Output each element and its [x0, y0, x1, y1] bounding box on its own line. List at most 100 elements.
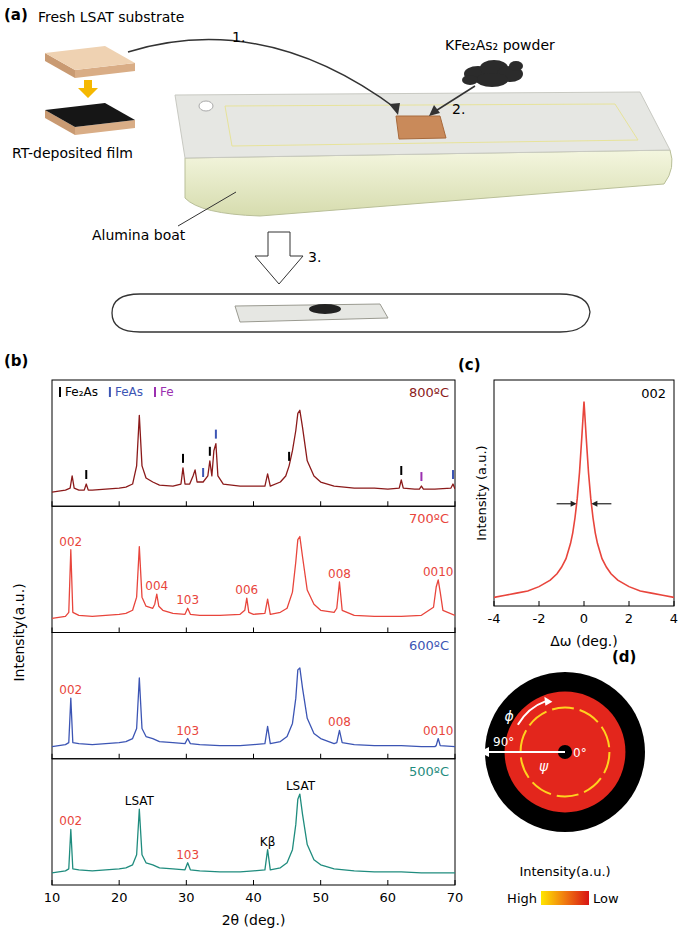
boat-top	[175, 92, 670, 158]
phase-marker	[202, 468, 204, 477]
peak-label: 0010	[423, 565, 454, 579]
tick-label: 20	[111, 890, 128, 905]
tick	[455, 754, 456, 759]
rocking-curve: -4 -2 0 2 4 Δω (deg.) Intensity (a.u.) 002	[474, 380, 678, 649]
peak-label: 008	[328, 715, 351, 729]
phase-marker	[400, 466, 402, 475]
tick	[253, 501, 254, 506]
plot-area	[52, 794, 455, 873]
film-top	[45, 103, 135, 127]
plot-area	[52, 537, 455, 619]
peak-label: 103	[176, 724, 199, 738]
tick	[629, 601, 630, 606]
peak-label: LSAT	[286, 779, 316, 793]
panel-title: 002	[641, 386, 666, 401]
rocking-line	[494, 402, 674, 598]
tick	[320, 501, 321, 506]
xrd-line	[52, 794, 455, 873]
peak-label: 103	[176, 593, 199, 607]
tick	[52, 501, 53, 506]
tick-label: 10	[44, 890, 61, 905]
boat-hole	[199, 101, 213, 111]
panel-label: (a)	[4, 6, 28, 24]
colorbar	[541, 891, 589, 905]
phase-marker	[209, 447, 211, 456]
panel-label: (d)	[612, 648, 636, 666]
phase-marker	[182, 454, 184, 463]
colorbar-label: High	[507, 891, 537, 906]
tick	[186, 501, 187, 506]
tick-label: 60	[380, 890, 397, 905]
arrow-head	[389, 103, 400, 115]
peak-label: 004	[145, 579, 168, 593]
axis-title: 2θ (deg.)	[222, 912, 286, 928]
tick-label: 50	[312, 890, 329, 905]
tick	[455, 628, 456, 633]
tick-label: 30	[178, 890, 195, 905]
arrow-head	[544, 697, 552, 706]
tick	[387, 754, 388, 759]
tick	[320, 628, 321, 633]
frame	[52, 633, 455, 759]
peak-label: Kβ	[260, 835, 276, 849]
frame	[52, 380, 455, 506]
axis-title: Intensity (a.u.)	[474, 445, 489, 540]
tick	[119, 880, 120, 885]
tick-label: -4	[488, 611, 501, 626]
powder	[462, 75, 478, 85]
legend-text: Fe₂As	[65, 385, 98, 399]
plot-area	[494, 402, 674, 598]
arrow-hollow	[255, 232, 303, 284]
phase-marker	[215, 430, 217, 439]
powder	[309, 304, 341, 314]
tick-label: 4	[670, 611, 678, 626]
figure: (a)(b)(c)(d)Fresh LSAT substrateRT-depos…	[0, 0, 684, 940]
tick	[186, 754, 187, 759]
xrd-panel: 600ºC0021030080010	[52, 633, 455, 759]
diagram: Fresh LSAT substrateRT-deposited film1.K…	[12, 9, 672, 332]
substrate-top	[45, 46, 135, 70]
psi-tick-label: 0°	[573, 746, 587, 760]
tick	[494, 601, 495, 606]
plot-area	[52, 410, 455, 492]
powder	[476, 73, 508, 87]
tick	[119, 501, 120, 506]
xrd-line	[52, 668, 455, 747]
psi-label: ψ	[539, 758, 549, 774]
arrow-head	[591, 501, 597, 507]
legend-text: Fe	[160, 385, 174, 399]
tick-label: 2	[625, 611, 633, 626]
tick-label: 40	[245, 890, 262, 905]
tick-label: 0	[580, 611, 588, 626]
boat-inner	[225, 104, 638, 146]
tick	[539, 601, 540, 606]
peak-label: 002	[59, 535, 82, 549]
tick	[387, 501, 388, 506]
tick	[320, 754, 321, 759]
xrd-line	[52, 537, 455, 619]
axis-title: Δω (deg.)	[550, 633, 618, 649]
phi-label: ϕ	[505, 708, 514, 724]
tick	[320, 880, 321, 885]
axis-title: Intensity(a.u.)	[11, 583, 27, 681]
panel-label: (b)	[4, 352, 28, 370]
tick	[455, 880, 456, 885]
arrow-head	[429, 105, 440, 116]
tick	[186, 628, 187, 633]
tick	[253, 628, 254, 633]
peak-label: 008	[328, 567, 351, 581]
boat-small	[235, 304, 388, 322]
peak-label: 0010	[423, 724, 454, 738]
tick	[253, 754, 254, 759]
tick-label: -2	[533, 611, 546, 626]
diagram-text: KFe₂As₂ powder	[445, 37, 555, 53]
tick	[387, 880, 388, 885]
arrow-head	[479, 747, 489, 757]
arrow	[78, 80, 98, 98]
psi-tick-label: 90°	[493, 735, 514, 749]
frame	[494, 380, 674, 606]
arrow	[128, 40, 398, 110]
arrow-head	[571, 501, 577, 507]
peak-label: 103	[176, 848, 199, 862]
legend-marker	[109, 387, 111, 397]
